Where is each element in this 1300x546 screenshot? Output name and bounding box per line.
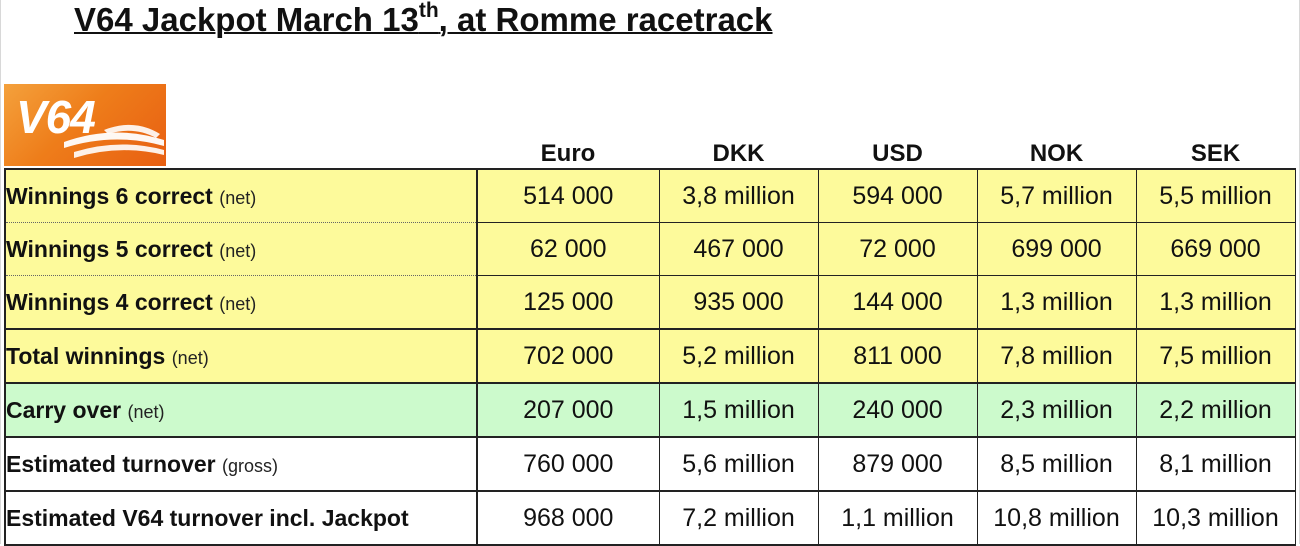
row-label: Total winnings (net)	[4, 328, 478, 383]
table-row: Winnings 4 correct (net) 125 000 935 000…	[4, 275, 1296, 330]
cell-dkk: 7,2 million	[658, 490, 819, 546]
row-label-text: Winnings 5 correct	[6, 235, 213, 262]
row-label: Estimated turnover (gross)	[4, 436, 478, 491]
title-rest: , at Romme racetrack	[438, 1, 773, 38]
cell-usd: 72 000	[817, 222, 978, 276]
column-header-nok: NOK	[1029, 140, 1084, 167]
cell-euro: 760 000	[476, 436, 660, 492]
row-label-text: Winnings 4 correct	[6, 288, 213, 315]
cell-usd: 879 000	[817, 436, 978, 492]
row-label-note: (net)	[219, 187, 257, 208]
table-row: Total winnings (net) 702 000 5,2 million…	[4, 328, 1296, 384]
row-label: Winnings 5 correct (net)	[4, 222, 478, 276]
row-label-note: (net)	[219, 293, 257, 314]
cell-nok: 8,5 million	[976, 436, 1137, 492]
cell-usd: 1,1 million	[817, 490, 978, 546]
cell-nok: 5,7 million	[976, 168, 1137, 223]
row-label-text: Estimated turnover	[6, 450, 216, 477]
row-label-note: (net)	[219, 240, 257, 261]
cell-euro: 514 000	[476, 168, 660, 223]
row-label-text: Winnings 6 correct	[6, 182, 213, 209]
cell-nok: 1,3 million	[976, 275, 1137, 330]
v64-logo: V64	[4, 84, 166, 166]
row-label-note: (net)	[127, 401, 165, 422]
header-row: Euro DKK USD NOK SEK	[5, 134, 1295, 169]
cell-nok: 7,8 million	[976, 328, 1137, 384]
jackpot-table: Euro DKK USD NOK SEK Winnings 6 correct …	[4, 134, 1296, 546]
corner-cell	[5, 134, 477, 169]
cell-usd: 594 000	[817, 168, 978, 223]
row-label-note: (net)	[171, 347, 209, 368]
cell-euro: 968 000	[476, 490, 660, 546]
cell-usd: 240 000	[817, 382, 978, 438]
row-label-note: (gross)	[222, 455, 279, 476]
table-row: Winnings 6 correct (net) 514 000 3,8 mil…	[4, 168, 1296, 223]
table-row: Estimated V64 turnover incl. Jackpot 968…	[4, 490, 1296, 546]
row-label: Winnings 4 correct (net)	[4, 275, 478, 329]
row-label-text: Total winnings	[6, 342, 166, 369]
page-title: V64 Jackpot March 13th, at Romme racetra…	[74, 0, 773, 40]
row-label-text: Estimated V64 turnover incl. Jackpot	[6, 504, 409, 531]
column-header-dkk: DKK	[712, 140, 765, 167]
cell-euro: 702 000	[476, 328, 660, 384]
title-main: V64 Jackpot March 13	[74, 1, 419, 38]
column-header-usd: USD	[872, 140, 923, 167]
cell-nok: 10,8 million	[976, 490, 1137, 546]
table-row: Estimated turnover (gross) 760 000 5,6 m…	[4, 436, 1296, 492]
row-label: Winnings 6 correct (net)	[4, 168, 478, 223]
table-row: Winnings 5 correct (net) 62 000 467 000 …	[4, 222, 1296, 276]
cell-euro: 207 000	[476, 382, 660, 438]
cell-dkk: 467 000	[658, 222, 819, 276]
cell-sek: 10,3 million	[1135, 490, 1296, 546]
cell-euro: 62 000	[476, 222, 660, 276]
cell-sek: 7,5 million	[1135, 328, 1296, 384]
cell-nok: 2,3 million	[976, 382, 1137, 438]
cell-dkk: 935 000	[658, 275, 819, 330]
cell-dkk: 5,2 million	[658, 328, 819, 384]
cell-usd: 811 000	[817, 328, 978, 384]
horse-swoosh-icon	[64, 124, 164, 158]
logo-text: V64	[16, 91, 96, 143]
cell-sek: 5,5 million	[1135, 168, 1296, 223]
row-label: Estimated V64 turnover incl. Jackpot	[4, 490, 478, 546]
row-label-text: Carry over	[6, 396, 122, 423]
cell-usd: 144 000	[817, 275, 978, 330]
cell-dkk: 3,8 million	[658, 168, 819, 223]
column-header-sek: SEK	[1190, 140, 1241, 167]
cell-sek: 669 000	[1135, 222, 1296, 276]
cell-nok: 699 000	[976, 222, 1137, 276]
cell-dkk: 5,6 million	[658, 436, 819, 492]
cell-sek: 2,2 million	[1135, 382, 1296, 438]
row-label: Carry over (net)	[4, 382, 478, 437]
cell-sek: 8,1 million	[1135, 436, 1296, 492]
table-row: Carry over (net) 207 000 1,5 million 240…	[4, 382, 1296, 438]
cell-dkk: 1,5 million	[658, 382, 819, 438]
title-superscript: th	[418, 0, 439, 22]
cell-euro: 125 000	[476, 275, 660, 330]
column-header-euro: Euro	[540, 140, 596, 167]
cell-sek: 1,3 million	[1135, 275, 1296, 330]
